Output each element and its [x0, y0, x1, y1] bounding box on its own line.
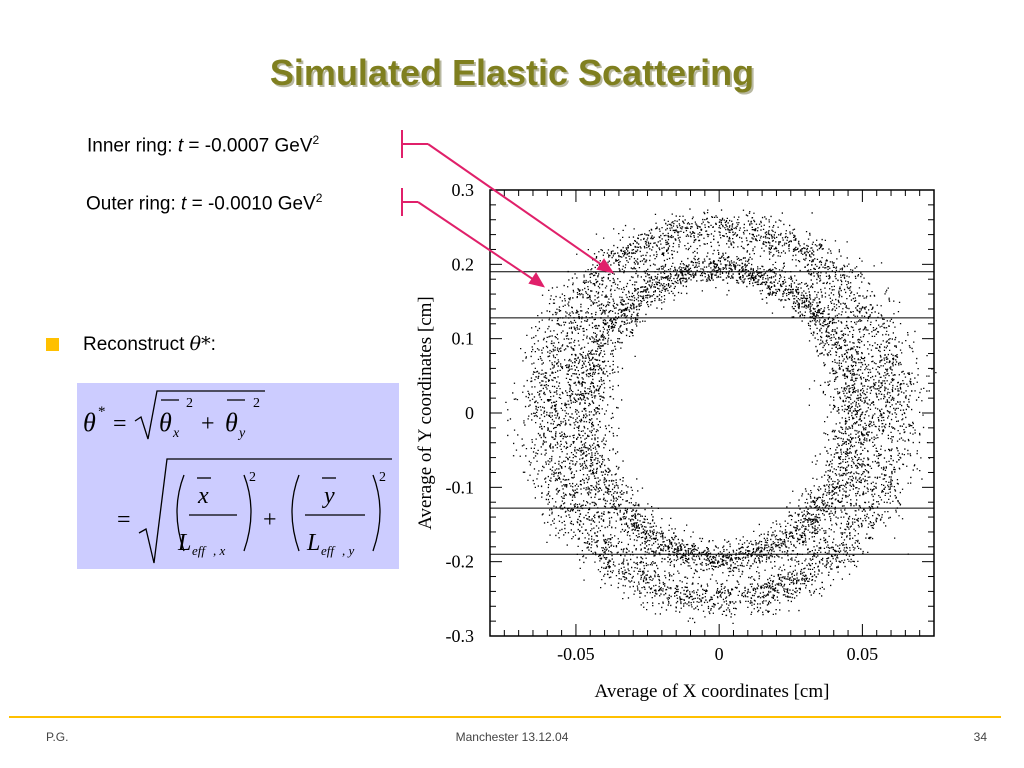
x-tick-label: 0.05	[847, 644, 879, 664]
inner-ring-var: t	[177, 135, 184, 157]
svg-text:*: *	[98, 404, 106, 420]
inner-ring-value: = -0.0007 GeV	[183, 135, 313, 157]
svg-text:x: x	[172, 426, 180, 441]
svg-text:θ: θ	[159, 408, 172, 437]
y-tick-label: -0.3	[446, 626, 475, 646]
svg-text:θ: θ	[225, 408, 238, 437]
axis-ticks	[490, 189, 935, 637]
svg-text:2: 2	[253, 396, 260, 411]
svg-text:+: +	[263, 507, 277, 533]
inner-ring-arrowhead	[596, 258, 615, 274]
svg-text:2: 2	[379, 470, 386, 485]
svg-text:+: +	[201, 411, 215, 437]
outer-ring-value: = -0.0010 GeV	[186, 193, 316, 215]
x-tick-label: -0.05	[557, 644, 595, 664]
outer-ring-exp: 2	[315, 191, 323, 205]
svg-text:, y: , y	[342, 543, 355, 558]
inner-ring-prefix: Inner ring:	[87, 135, 178, 157]
inner-ring-exp: 2	[312, 133, 320, 147]
theta-star-symbol: θ*	[189, 333, 211, 355]
x-tick-label: 0	[715, 644, 724, 664]
svg-text:=: =	[113, 411, 127, 437]
footer-venue: Manchester 13.12.04	[455, 730, 569, 744]
y-tick-label: 0.3	[452, 180, 475, 200]
outer-ring-arrowhead	[528, 272, 546, 288]
inner-ring-bracket	[401, 130, 428, 158]
inner-ring-arrow	[427, 143, 613, 273]
x-tick-labels: -0.05 0 0.05	[557, 644, 878, 664]
scatter-point-cloud	[505, 208, 937, 624]
bullet-text: Reconstruct θ*:	[83, 333, 216, 356]
footer-author: P.G.	[46, 730, 69, 744]
outer-ring-label: Outer ring: t = -0.0010 GeV2	[86, 191, 322, 215]
svg-text:2: 2	[186, 396, 193, 411]
outer-ring-prefix: Outer ring:	[86, 193, 182, 215]
footer-divider	[9, 716, 1001, 718]
footer-page-number: 34	[973, 730, 987, 744]
outer-ring-arrow	[417, 201, 544, 287]
y-tick-labels: 0.3 0.2 0.1 0 -0.1 -0.2 -0.3	[446, 180, 475, 646]
svg-text:2: 2	[249, 470, 256, 485]
svg-text:y: y	[322, 483, 335, 509]
bullet-square	[46, 338, 59, 351]
svg-text:x: x	[197, 483, 209, 509]
svg-text:eff: eff	[321, 543, 336, 558]
svg-text:, x: , x	[213, 543, 226, 558]
pointer-arrows	[401, 130, 615, 288]
y-axis-label: Average of Y coordinates [cm]	[415, 296, 436, 530]
svg-text:eff: eff	[192, 543, 207, 558]
scatter-points	[505, 208, 937, 624]
y-tick-label: 0.1	[452, 329, 475, 349]
bullet-label: Reconstruct	[83, 334, 190, 355]
svg-text:L: L	[306, 530, 320, 556]
y-tick-label: 0.2	[452, 254, 475, 274]
y-tick-label: 0	[465, 403, 474, 423]
outer-ring-bracket	[401, 188, 418, 216]
y-tick-label: -0.1	[446, 477, 475, 497]
slide-title: Simulated Elastic Scattering	[269, 52, 755, 93]
theta-formula: θ * = θ x 2 + θ y 2 = x L eff , x 2 + y …	[83, 390, 392, 564]
outer-ring-var: t	[181, 193, 187, 215]
svg-text:y: y	[237, 426, 246, 441]
inner-ring-label: Inner ring: t = -0.0007 GeV2	[87, 133, 319, 157]
y-tick-label: -0.2	[446, 552, 475, 572]
svg-text:θ: θ	[83, 408, 96, 437]
formula-box: θ * = θ x 2 + θ y 2 = x L eff , x 2 + y …	[77, 383, 399, 569]
bullet-suffix: :	[210, 334, 216, 355]
svg-text:=: =	[117, 507, 131, 533]
svg-text:L: L	[177, 530, 191, 556]
x-axis-label: Average of X coordinates [cm]	[595, 681, 830, 702]
horizontal-lines	[490, 271, 934, 555]
